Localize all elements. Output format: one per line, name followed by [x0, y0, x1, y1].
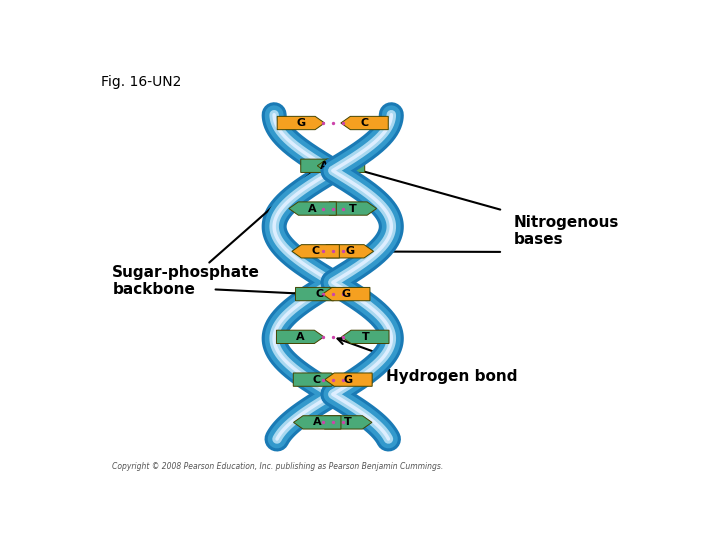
Text: C: C — [313, 375, 321, 384]
Polygon shape — [276, 330, 324, 343]
Polygon shape — [277, 116, 325, 130]
Text: T: T — [361, 332, 369, 342]
Text: A: A — [313, 417, 322, 427]
Polygon shape — [323, 287, 370, 301]
Text: Copyright © 2008 Pearson Education, Inc. publishing as Pearson Benjamin Cummings: Copyright © 2008 Pearson Education, Inc.… — [112, 462, 444, 471]
Polygon shape — [292, 245, 339, 258]
Text: Nitrogenous
bases: Nitrogenous bases — [514, 215, 619, 247]
Polygon shape — [294, 416, 341, 429]
Text: G: G — [297, 118, 305, 128]
Text: A: A — [296, 332, 305, 342]
Polygon shape — [289, 202, 336, 215]
Text: A: A — [320, 161, 329, 171]
Text: G: G — [344, 375, 353, 384]
Text: T: T — [349, 204, 356, 213]
Text: T: T — [344, 417, 352, 427]
Text: T: T — [337, 161, 345, 171]
Text: C: C — [312, 246, 320, 256]
Text: C: C — [315, 289, 323, 299]
Polygon shape — [326, 245, 374, 258]
Text: Hydrogen bond: Hydrogen bond — [386, 369, 517, 384]
Text: Sugar-phosphate
backbone: Sugar-phosphate backbone — [112, 265, 260, 297]
Text: C: C — [361, 118, 369, 128]
Polygon shape — [318, 159, 365, 172]
Text: A: A — [308, 204, 317, 213]
Text: G: G — [342, 289, 351, 299]
Polygon shape — [341, 330, 389, 343]
Polygon shape — [293, 373, 341, 386]
Text: Fig. 16-UN2: Fig. 16-UN2 — [101, 75, 181, 89]
Polygon shape — [325, 373, 372, 386]
Text: G: G — [346, 246, 354, 256]
Polygon shape — [301, 159, 348, 172]
Polygon shape — [295, 287, 343, 301]
Polygon shape — [329, 202, 377, 215]
Polygon shape — [341, 116, 388, 130]
Polygon shape — [325, 416, 372, 429]
